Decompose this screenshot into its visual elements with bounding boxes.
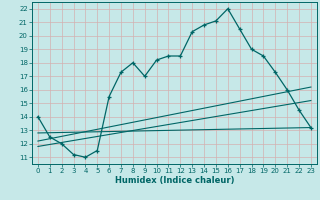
X-axis label: Humidex (Indice chaleur): Humidex (Indice chaleur) — [115, 176, 234, 185]
